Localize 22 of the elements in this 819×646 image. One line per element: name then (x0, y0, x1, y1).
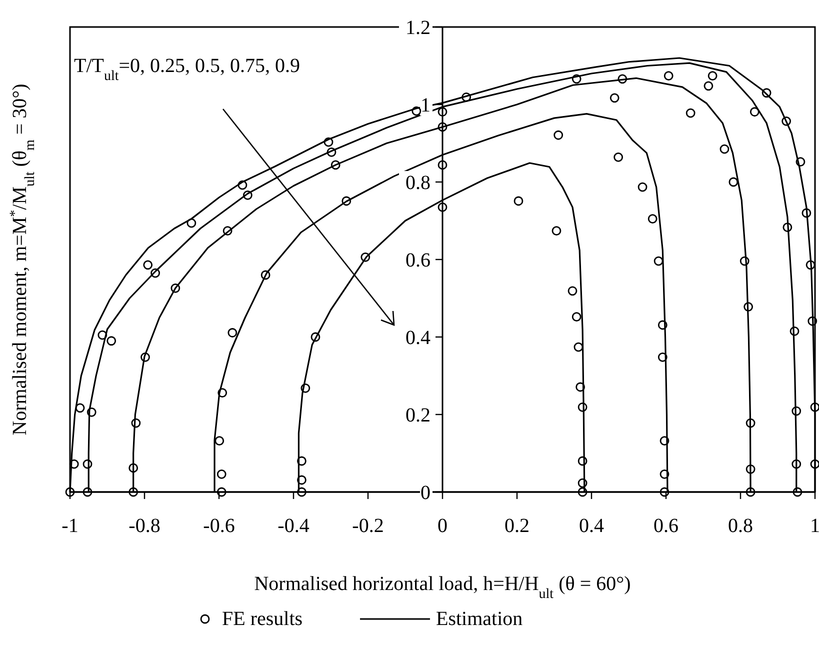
y-tick-label: 1 (420, 94, 430, 116)
y-tick-label: 0.8 (406, 172, 430, 194)
x-tick-label: -0.2 (352, 515, 384, 537)
x-tick-label: 0.4 (579, 515, 604, 537)
y-tick-label: 0.2 (406, 404, 430, 426)
y-tick-label: 1.2 (406, 17, 430, 39)
x-tick-label: -0.6 (203, 515, 235, 537)
x-tick-label: 0 (438, 515, 448, 537)
x-tick-label: -1 (62, 515, 78, 537)
x-tick-label: -0.4 (278, 515, 310, 537)
y-tick-label: 0 (420, 482, 430, 504)
x-tick-label: 0.8 (728, 515, 753, 537)
y-tick-label: 0.6 (406, 250, 430, 272)
y-tick-label: 0.4 (406, 327, 430, 349)
legend-label: FE results (222, 608, 303, 630)
annotation: T/T$_{ult}$=0, 0.25, 0.5, 0.75, 0.9 (74, 55, 300, 84)
x-tick-label: -0.8 (128, 515, 160, 537)
legend-label: Estimation (436, 608, 523, 630)
x-tick-label: 0.2 (504, 515, 530, 537)
x-tick-label: 1 (810, 515, 819, 537)
x-axis-title: Normalised horizontal load, h=H/H$_{ult}$ (θ = 60°) (254, 573, 631, 602)
x-tick-label: 0.6 (654, 515, 678, 537)
